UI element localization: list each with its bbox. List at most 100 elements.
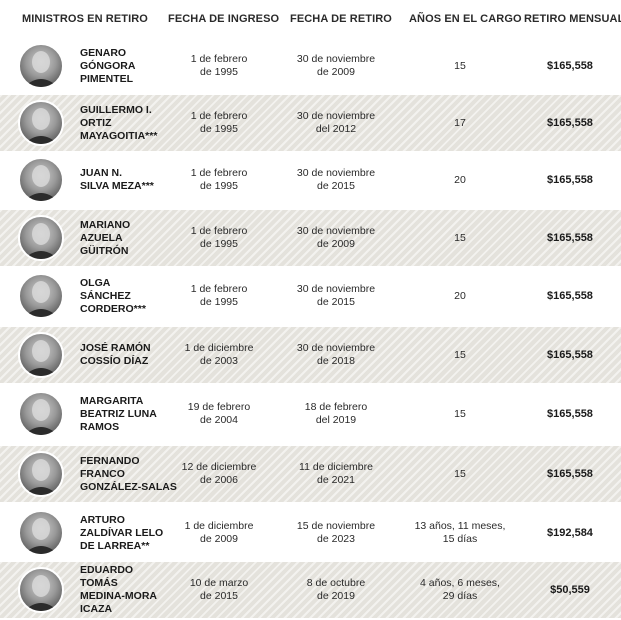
fecha-ingreso-cell: 12 de diciembre de 2006 xyxy=(160,446,278,502)
fecha-ingreso-cell: 1 de diciembre de 2003 xyxy=(160,327,278,383)
fecha-ingreso-text: de 2004 xyxy=(200,414,238,426)
table-header: MINISTROS EN RETIRO FECHA DE INGRESO FEC… xyxy=(0,0,621,37)
anios-cargo-cell: 17 xyxy=(405,95,515,151)
portrait-photo xyxy=(18,391,64,437)
fecha-ingreso-cell: 1 de febrero de 1995 xyxy=(160,95,278,151)
minister-name: JUAN N. SILVA MEZA*** xyxy=(80,152,180,208)
fecha-retiro-text: 30 de noviembre xyxy=(296,53,376,65)
fecha-retiro-cell: 30 de noviembre del 2012 xyxy=(277,95,395,151)
minister-name-line: PIMENTEL xyxy=(80,72,134,85)
fecha-retiro-cell: 30 de noviembre de 2018 xyxy=(277,327,395,383)
fecha-ingreso-text: 1 de febrero xyxy=(190,225,248,237)
minister-name: MARIANO AZUELA GÜITRÓN xyxy=(80,210,180,266)
fecha-retiro-cell: 30 de noviembre de 2009 xyxy=(277,210,395,266)
fecha-retiro-text: 30 de noviembre xyxy=(296,167,376,179)
fecha-retiro-text: 30 de noviembre xyxy=(296,283,376,295)
portrait-photo xyxy=(18,332,64,378)
header-ministros: MINISTROS EN RETIRO xyxy=(22,13,148,25)
portrait-photo xyxy=(18,567,64,613)
fecha-retiro-cell: 30 de noviembre de 2015 xyxy=(277,268,395,324)
fecha-ingreso-text: 12 de diciembre xyxy=(181,461,257,473)
fecha-ingreso-cell: 10 de marzo de 2015 xyxy=(160,562,278,618)
minister-name-line: MARIANO xyxy=(80,218,131,231)
fecha-ingreso-text: de 1995 xyxy=(200,123,238,135)
table-row: EDUARDO TOMÁS MEDINA-MORA ICAZA 10 de marzo d… xyxy=(0,562,621,618)
fecha-ingreso-text: 1 de febrero xyxy=(190,110,248,122)
minister-name-line: GÜITRÓN xyxy=(80,244,129,257)
fecha-ingreso-text: de 2009 xyxy=(200,533,238,545)
anios-cargo-text: 17 xyxy=(454,116,466,129)
minister-name-line: GONZÁLEZ-SALAS xyxy=(80,480,177,493)
anios-cargo-text: 15 xyxy=(454,348,466,361)
minister-name-line: ICAZA xyxy=(80,603,113,615)
fecha-retiro-text: 8 de octubre xyxy=(306,577,366,589)
header-fecha-retiro: FECHA DE RETIRO xyxy=(290,13,392,25)
minister-name: MARGARITA BEATRIZ LUNA RAMOS xyxy=(80,386,180,442)
minister-name-line: EDUARDO xyxy=(80,564,134,576)
retiro-mensual-cell: $165,558 xyxy=(547,289,593,302)
portrait-photo xyxy=(18,43,64,89)
anios-cargo-cell: 20 xyxy=(405,152,515,208)
minister-name-line: ZALDÍVAR LELO xyxy=(80,526,164,539)
minister-name-line: MAYAGOITIA*** xyxy=(80,129,158,142)
fecha-ingreso-text: 1 de diciembre xyxy=(184,520,254,532)
minister-name-line: DE LARREA** xyxy=(80,539,150,552)
fecha-ingreso-text: de 1995 xyxy=(200,66,238,78)
fecha-retiro-text: 11 de diciembre xyxy=(299,461,373,473)
minister-name-line: CORDERO*** xyxy=(80,302,146,315)
fecha-ingreso-text: de 1995 xyxy=(200,296,238,308)
fecha-retiro-text: 30 de noviembre xyxy=(296,342,376,354)
anios-cargo-cell: 4 años, 6 meses, 29 días xyxy=(405,562,515,618)
fecha-ingreso-cell: 1 de febrero de 1995 xyxy=(160,210,278,266)
fecha-ingreso-cell: 19 de febrero de 2004 xyxy=(160,386,278,442)
portrait-photo xyxy=(18,157,64,203)
minister-name-line: RAMOS xyxy=(80,420,120,433)
fecha-retiro-text: de 2009 xyxy=(317,238,355,250)
fecha-retiro-text: del 2019 xyxy=(315,414,357,426)
fecha-retiro-cell: 18 de febrero del 2019 xyxy=(277,386,395,442)
fecha-retiro-text: de 2021 xyxy=(317,474,355,486)
fecha-ingreso-text: de 2015 xyxy=(200,590,238,602)
minister-name: FERNANDO FRANCO GONZÁLEZ-SALAS xyxy=(80,446,180,502)
fecha-retiro-text: de 2023 xyxy=(317,533,355,545)
retiro-mensual-cell: $192,584 xyxy=(547,526,593,539)
fecha-retiro-text: de 2015 xyxy=(317,296,355,308)
fecha-ingreso-cell: 1 de febrero de 1995 xyxy=(160,152,278,208)
table-row: OLGA SÁNCHEZ CORDERO*** 1 de febrero de 1995… xyxy=(0,268,621,324)
minister-name-line: GENARO xyxy=(80,46,127,59)
anios-cargo-text: 20 xyxy=(454,173,466,186)
minister-name-line: JUAN N. xyxy=(80,167,123,179)
anios-cargo-cell: 15 xyxy=(405,210,515,266)
fecha-retiro-cell: 11 de diciembre de 2021 xyxy=(277,446,395,502)
table-row: MARGARITA BEATRIZ LUNA RAMOS 19 de febrero d… xyxy=(0,386,621,442)
retiro-mensual-cell: $165,558 xyxy=(547,231,593,244)
fecha-retiro-text: 18 de febrero xyxy=(304,401,368,413)
fecha-retiro-text: de 2018 xyxy=(317,355,355,367)
portrait-photo xyxy=(18,215,64,261)
fecha-ingreso-text: de 1995 xyxy=(200,238,238,250)
fecha-ingreso-text: de 2006 xyxy=(200,474,238,486)
fecha-ingreso-text: 1 de febrero xyxy=(190,53,248,65)
retiro-mensual-cell: $165,558 xyxy=(547,173,593,186)
minister-name-line: COSSÍO DÍAZ xyxy=(80,355,149,367)
fecha-retiro-text: de 2015 xyxy=(317,180,355,192)
fecha-retiro-cell: 30 de noviembre de 2015 xyxy=(277,152,395,208)
fecha-retiro-text: del 2012 xyxy=(315,123,357,135)
anios-cargo-text: 15 xyxy=(454,407,466,420)
anios-cargo-text: 15 xyxy=(454,231,466,244)
table-row: MARIANO AZUELA GÜITRÓN 1 de febrero de 1995 3… xyxy=(0,210,621,266)
anios-cargo-cell: 15 xyxy=(405,446,515,502)
minister-name: GUILLERMO I. ORTIZ MAYAGOITIA*** xyxy=(80,95,180,151)
fecha-ingreso-cell: 1 de febrero de 1995 xyxy=(160,268,278,324)
anios-cargo-text: 4 años, 6 meses, xyxy=(420,577,500,589)
fecha-ingreso-text: de 2003 xyxy=(200,355,238,367)
anios-cargo-cell: 20 xyxy=(405,268,515,324)
table-row: FERNANDO FRANCO GONZÁLEZ-SALAS 12 de diciem… xyxy=(0,446,621,502)
retiro-mensual-cell: $50,559 xyxy=(550,583,590,596)
fecha-retiro-text: 15 de noviembre xyxy=(296,520,376,532)
fecha-ingreso-text: 10 de marzo xyxy=(189,577,249,589)
minister-name-line: OLGA xyxy=(80,276,111,289)
fecha-ingreso-text: 19 de febrero xyxy=(187,401,251,413)
portrait-photo xyxy=(18,100,64,146)
